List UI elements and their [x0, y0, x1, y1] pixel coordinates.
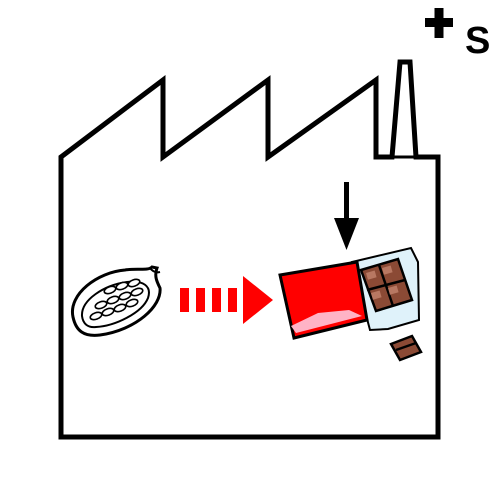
chocolate-bar-icon	[278, 246, 423, 362]
chocolate-piece	[389, 334, 423, 362]
plural-label: S	[465, 20, 491, 62]
plus-icon	[425, 8, 453, 38]
process-arrow-icon	[180, 276, 273, 324]
down-arrow-icon	[334, 182, 359, 250]
factory-building	[58, 59, 441, 440]
wrapper-highlight	[291, 310, 362, 333]
cocoa-pod-icon	[71, 265, 162, 337]
